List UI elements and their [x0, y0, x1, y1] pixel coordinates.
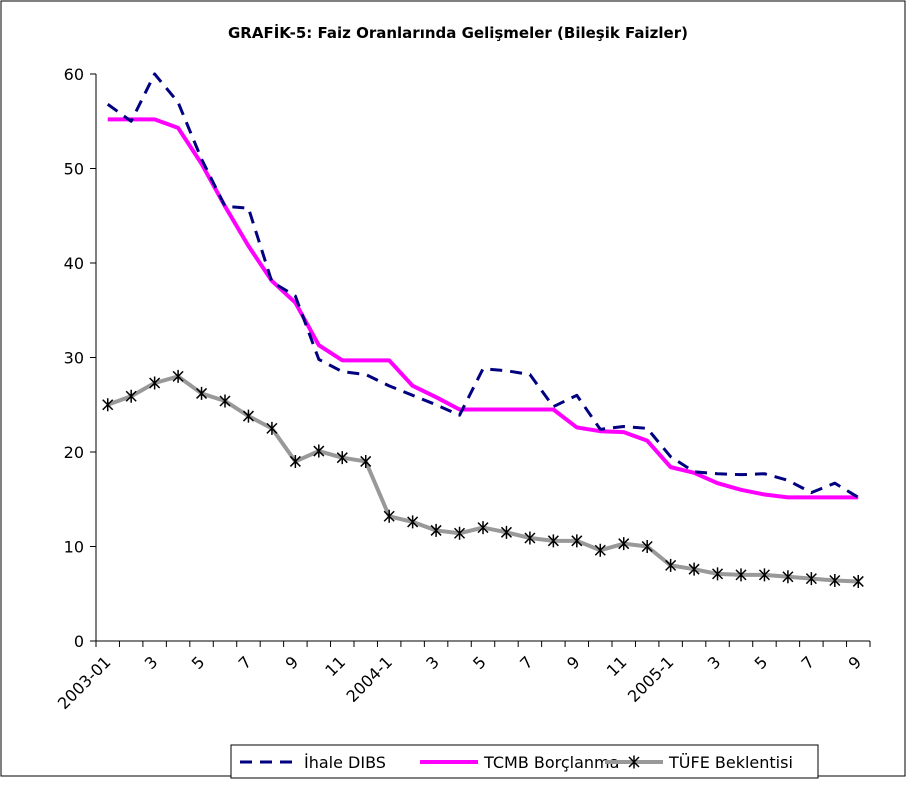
y-tick-label: 10 — [64, 538, 84, 557]
legend-label: TÜFE Beklentisi — [668, 753, 793, 772]
marker — [829, 574, 841, 588]
marker — [571, 534, 583, 548]
marker — [758, 568, 770, 582]
marker — [360, 454, 372, 468]
marker — [805, 572, 817, 586]
legend-box — [230, 744, 819, 779]
y-tick-label: 0 — [74, 632, 84, 651]
marker — [242, 409, 254, 423]
marker — [313, 444, 325, 458]
marker — [712, 567, 724, 581]
marker — [102, 398, 114, 412]
marker — [454, 526, 466, 540]
marker — [500, 525, 512, 539]
marker — [196, 386, 208, 400]
legend-label: İhale DIBS — [304, 753, 386, 772]
marker — [782, 570, 794, 584]
marker — [524, 531, 536, 545]
marker — [125, 389, 137, 403]
y-tick-label: 60 — [64, 65, 84, 84]
y-tick-label: 20 — [64, 443, 84, 462]
marker — [618, 537, 630, 551]
marker — [172, 369, 184, 383]
marker — [149, 376, 161, 390]
marker — [289, 454, 301, 468]
y-tick-label: 30 — [64, 349, 84, 368]
chart-title: GRAFİK-5: Faiz Oranlarında Gelişmeler (B… — [228, 23, 688, 42]
chart-border — [0, 0, 906, 777]
marker — [336, 451, 348, 465]
marker — [383, 509, 395, 523]
y-tick-label: 50 — [64, 160, 84, 179]
series-line — [107, 117, 859, 500]
marker — [219, 394, 231, 408]
legend-marker — [628, 755, 640, 769]
marker — [641, 540, 653, 553]
marker — [594, 543, 606, 557]
marker — [430, 523, 442, 537]
marker — [665, 558, 677, 572]
series-line — [106, 72, 860, 499]
y-tick-label: 40 — [64, 254, 84, 273]
marker — [735, 568, 747, 582]
legend-label: TCMB Borçlanma — [483, 753, 619, 772]
marker — [477, 521, 489, 535]
marker — [852, 574, 864, 588]
marker — [266, 421, 278, 435]
marker — [407, 515, 419, 529]
marker — [688, 562, 700, 576]
marker — [547, 534, 559, 548]
